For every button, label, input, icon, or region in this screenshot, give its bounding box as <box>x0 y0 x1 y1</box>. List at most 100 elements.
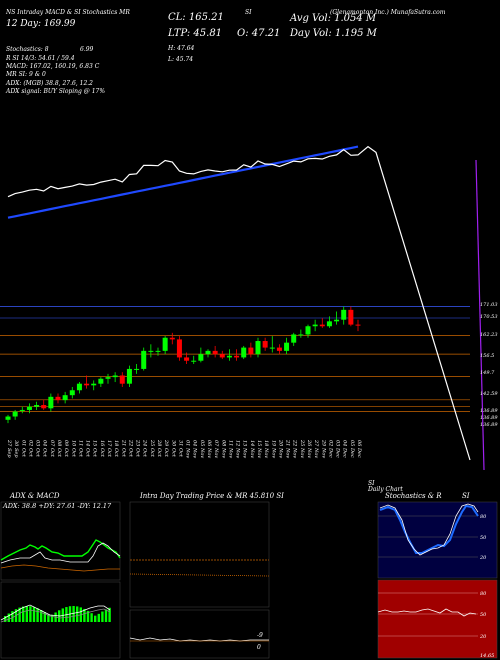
candle-body <box>184 357 190 361</box>
date-label: 27 Sep <box>6 439 12 458</box>
candle-body <box>55 396 61 401</box>
right-axis-label: 136.89 <box>480 415 498 421</box>
intraday-tick-a: -9 <box>257 632 263 639</box>
candle-body <box>319 324 325 327</box>
date-label: 29 Nov <box>320 439 326 458</box>
date-label: 01 Oct <box>20 440 26 458</box>
date-label: 05 Dec <box>349 440 355 458</box>
candle-body <box>34 405 40 407</box>
candle-body <box>205 350 211 355</box>
candle-body <box>176 339 182 358</box>
daily-chart-label: Daily Chart <box>368 486 403 493</box>
price-line <box>7 145 471 461</box>
macd-bar <box>94 615 97 622</box>
day-vol-label: Day Vol: 1.195 M <box>290 28 377 39</box>
macd-bar <box>32 606 36 622</box>
candle-body <box>276 347 282 351</box>
candle-body <box>5 416 11 420</box>
date-label: 21 Nov <box>285 439 291 458</box>
adx-readout: ADX: 38.8 +DY: 27.61 -DY: 12.17 <box>2 502 112 510</box>
candle-body <box>348 309 354 325</box>
date-label: 06 Nov <box>206 440 212 458</box>
stoch-d-line <box>379 503 479 556</box>
candle-body <box>26 406 32 410</box>
date-label: 01 Nov <box>185 440 191 458</box>
adx-orange-line <box>0 564 120 572</box>
candle-body <box>141 350 147 369</box>
candle-body <box>234 355 240 358</box>
date-axis: 27 Sep 30 Sep 01 Oct 02 Oct 03 Oct 04 Oct 07 O… <box>6 439 362 458</box>
date-label: 14 Oct <box>85 440 91 458</box>
close-label: CL: 165.21 <box>168 12 224 23</box>
candle-body <box>134 368 140 370</box>
stoch-tick-80: 80 <box>480 514 487 520</box>
rsi-tick-80: 80 <box>480 591 487 597</box>
candlestick-layer <box>5 306 361 424</box>
macd-bar <box>50 614 54 622</box>
candle-body <box>355 324 361 326</box>
macd-bar <box>104 609 108 622</box>
date-label: 18 Oct <box>113 440 119 458</box>
candle-body <box>298 334 304 336</box>
mr-line: MR SI: 9 & 0 <box>6 71 46 78</box>
date-label: 11 Nov <box>227 440 233 458</box>
price-levels <box>0 306 470 412</box>
candle-body <box>126 368 132 384</box>
intraday-panel-frame <box>129 501 270 608</box>
avg-vol-label: Avg Vol: 1.054 M <box>290 13 377 24</box>
candle-body <box>41 405 47 409</box>
date-label: 13 Nov <box>242 440 248 458</box>
macd-bar <box>40 610 43 622</box>
main-price-chart: 27 Sep 30 Sep 01 Oct 02 Oct 03 Oct 04 Oct 07 O… <box>0 145 498 471</box>
stoch-val: 6.99 <box>80 46 94 53</box>
macd-bar <box>72 606 75 622</box>
right-axis-label: 162.23 <box>480 332 498 338</box>
candle-body <box>284 342 290 351</box>
ma-line <box>7 145 359 219</box>
ltp-label: LTP: 45.81 <box>168 28 223 39</box>
candle-body <box>312 324 318 327</box>
moving-average-layer <box>7 145 485 471</box>
candle-body <box>12 411 18 417</box>
rsi-tick-50: 50 <box>480 612 487 618</box>
candle-body <box>291 334 297 343</box>
right-axis-label: 171.03 <box>480 302 498 308</box>
date-label: 20 Nov <box>277 439 283 458</box>
open-label: O: 47.21 <box>237 28 281 39</box>
intraday-panel-title: Intra Day Trading Price & MR 45.810 SI <box>140 492 284 500</box>
candle-body <box>248 347 254 355</box>
candle-body <box>198 354 204 361</box>
tagline: NS Intraday MACD & SI Stochastics MR <box>6 9 130 16</box>
rsi-line <box>377 608 477 617</box>
candle-body <box>69 390 75 396</box>
candle-body <box>255 341 261 355</box>
candle-body <box>334 319 340 322</box>
date-label: 15 Oct <box>92 440 98 458</box>
right-axis-label: 136.89 <box>480 422 498 428</box>
macd-line <box>0 604 111 621</box>
date-label: 26 Nov <box>306 439 312 458</box>
candle-body <box>76 383 82 391</box>
macd-bar <box>25 606 28 622</box>
adx-signal: ADX signal: BUY Sloping @ 17% <box>6 88 106 95</box>
date-label: 04 Oct <box>42 440 48 458</box>
low-label: L: 45.74 <box>168 56 194 63</box>
date-label: 30 Sep <box>13 440 19 458</box>
candle-body <box>62 395 68 401</box>
macd-bar <box>86 610 90 622</box>
date-label: 08 Nov <box>220 440 226 458</box>
date-label: 25 Oct <box>149 439 155 458</box>
candle-body <box>112 375 118 378</box>
date-label: 03 Dec <box>335 440 341 458</box>
date-label: 02 Oct <box>27 440 33 458</box>
intraday-mr-frame <box>129 609 270 659</box>
date-label: 29 Oct <box>163 439 169 458</box>
date-label: 27 Nov <box>313 439 319 458</box>
stoch-k-line <box>379 504 479 554</box>
date-label: 16 Oct <box>99 440 105 458</box>
candle-body <box>191 360 197 362</box>
date-label: 28 Oct <box>156 439 162 458</box>
date-label: 11 Oct <box>77 440 83 458</box>
date-label: 04 Nov <box>192 440 198 458</box>
candle-body <box>241 347 247 358</box>
